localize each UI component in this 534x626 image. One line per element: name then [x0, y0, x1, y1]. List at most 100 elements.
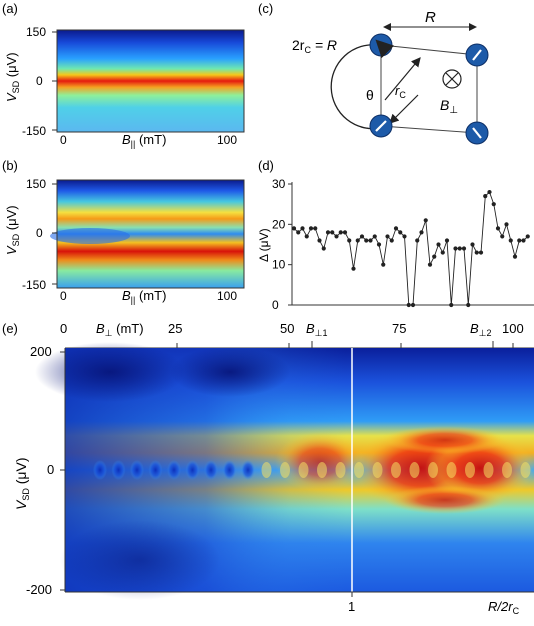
panel-e-heatmap: [35, 342, 534, 600]
b-perp-1-marker: B⊥1: [306, 321, 328, 338]
panel-d-point: [389, 238, 394, 243]
panel-d-point: [338, 230, 343, 235]
panel-b-label: (b): [2, 158, 18, 173]
panel-d-point: [483, 194, 488, 199]
panel-d-point: [317, 238, 322, 243]
panel-d-point: [487, 189, 492, 195]
node-dot: [185, 460, 200, 480]
bottom-tick-1: 1: [348, 599, 355, 614]
panel-d-ytick: 0: [272, 298, 279, 312]
node-dot: [280, 462, 290, 478]
panel-d-ylabel: Δ (μV): [257, 228, 271, 262]
quantum-dot-top-right: [465, 43, 489, 67]
node-dot: [354, 462, 364, 478]
node-dot: [298, 462, 309, 478]
panel-d-point: [376, 242, 382, 247]
panel-d-point: [517, 238, 522, 243]
top-axis-label: B⊥ (mT): [96, 321, 144, 338]
panel-d-point: [521, 238, 526, 243]
node-dot: [428, 462, 438, 478]
panel-b-xtick-100: 100: [217, 289, 237, 303]
panel-d-point: [461, 246, 467, 251]
panel-a: (a) 150 0 -150 VSD (μV) 0 100 B|| (mT): [2, 1, 245, 149]
quantum-dot-top-left: [369, 33, 395, 59]
node-dot: [335, 462, 346, 478]
panel-d-point: [500, 234, 505, 239]
panel-d-point: [368, 238, 373, 243]
node-dot: [502, 462, 512, 478]
panel-d-point: [419, 230, 424, 235]
panel-a-ylabel: VSD (μV): [4, 52, 21, 102]
panel-b-xlabel: B|| (mT): [122, 288, 166, 305]
top-tick-75: 75: [392, 321, 406, 336]
panel-c: (c) R rC θ B⊥ 2rC = R: [258, 1, 489, 145]
panel-d-point: [359, 234, 365, 239]
b-perp-symbol: [442, 69, 462, 89]
r-dimension-label: R: [425, 9, 436, 26]
panel-d-point: [313, 226, 318, 231]
node-dot: [483, 462, 494, 478]
node-dot: [317, 462, 327, 478]
panel-d-point: [457, 246, 462, 251]
panel-e-ylabel: VSD (μV): [13, 458, 31, 510]
panel-d-point: [342, 230, 348, 235]
top-tick-100: 100: [502, 321, 524, 336]
panel-d-point: [351, 266, 356, 271]
panel-d-point: [355, 238, 360, 243]
e-ytick-0: 0: [47, 462, 54, 477]
node-dot: [130, 460, 144, 480]
node-dot: [465, 462, 475, 478]
top-tick-0: 0: [60, 321, 67, 336]
panel-d: (d) Δ (μV) 30 20 10 0: [257, 158, 534, 312]
panel-a-ytick-top: 150: [26, 25, 46, 39]
panel-a-xtick-0: 0: [60, 133, 67, 147]
panel-a-ytick-mid: 0: [36, 74, 43, 88]
panel-d-point: [296, 230, 301, 235]
node-dot: [372, 462, 383, 478]
panel-d-point: [393, 226, 399, 231]
panel-a-xlabel: B|| (mT): [122, 132, 166, 149]
e-ytick-neg200: -200: [26, 582, 52, 597]
panel-d-ytick: 30: [272, 177, 286, 191]
panel-d-ytick: 20: [272, 217, 286, 231]
quantum-dot-bottom-right: [465, 121, 489, 145]
node-dot: [391, 462, 401, 478]
node-dots: [93, 460, 531, 480]
panel-d-point: [453, 246, 458, 251]
panel-e: (e) 0 25 50 75 100 B⊥ (mT) B⊥1 B⊥2: [2, 321, 534, 616]
panel-b-ylabel: VSD (μV): [4, 205, 21, 255]
node-dot: [222, 460, 237, 480]
panel-d-point: [364, 238, 369, 243]
condition-label: 2rC = R: [292, 37, 337, 55]
panel-d-point: [466, 302, 471, 308]
panel-d-point: [334, 234, 339, 239]
b-perp-label: B⊥: [440, 97, 458, 116]
panel-d-point: [449, 302, 454, 308]
panel-a-label: (a): [2, 1, 18, 16]
panel-d-point: [491, 202, 496, 207]
node-dot: [204, 460, 218, 480]
panel-d-point: [321, 246, 326, 251]
panel-d-point: [474, 250, 479, 255]
panel-d-point: [508, 238, 513, 243]
panel-d-plot: [291, 189, 530, 308]
panel-c-label: (c): [258, 1, 273, 16]
rc-radius-arrow: [384, 57, 421, 101]
panel-d-point: [330, 230, 335, 235]
panel-d-point: [381, 262, 386, 267]
panel-a-ytick-bot: -150: [22, 124, 46, 138]
panel-d-point: [440, 250, 445, 255]
panel-d-point: [525, 234, 530, 239]
panel-d-point: [300, 226, 305, 231]
panel-d-point: [402, 234, 407, 239]
rc-label: rC: [395, 83, 406, 100]
panel-d-point: [410, 302, 416, 308]
panel-b: (b) 150 0 -150 VSD (μV) 0 100 B|| (mT): [2, 158, 245, 305]
panel-d-point: [478, 250, 484, 255]
panel-d-point: [444, 238, 450, 243]
panel-d-point: [436, 242, 441, 247]
node-dot: [520, 462, 531, 478]
panel-d-yticks: 30 20 10 0: [272, 177, 292, 312]
panel-d-label: (d): [258, 158, 274, 173]
